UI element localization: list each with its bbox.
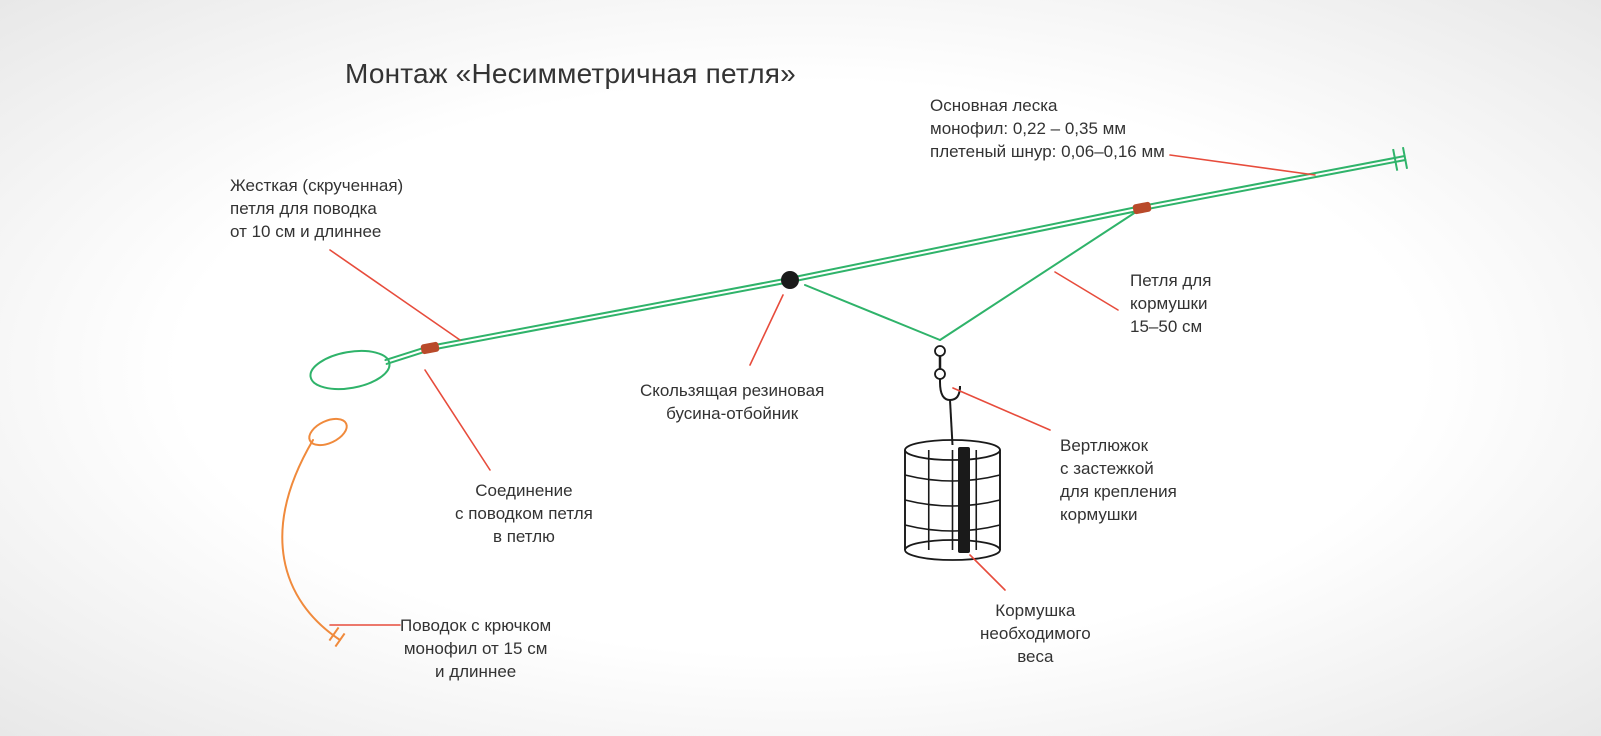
label-leader_hook: Поводок с крючком монофил от 15 см и дли… (400, 615, 551, 684)
label-swivel: Вертлюжок с застежкой для крепления корм… (1060, 435, 1177, 527)
label-twisted_loop: Жесткая (скрученная) петля для поводка о… (230, 175, 403, 244)
label-bead: Скользящая резиновая бусина-отбойник (640, 380, 824, 426)
diagram-canvas: { "title": "Монтаж «Несимметричная петля… (0, 0, 1601, 736)
label-main_line: Основная леска монофил: 0,22 – 0,35 мм п… (930, 95, 1165, 164)
diagram-svg (0, 0, 1601, 736)
label-feeder_loop: Петля для кормушки 15–50 см (1130, 270, 1211, 339)
label-feeder_weight: Кормушка необходимого веса (980, 600, 1091, 669)
label-loop_to_loop: Соединение с поводком петля в петлю (455, 480, 593, 549)
